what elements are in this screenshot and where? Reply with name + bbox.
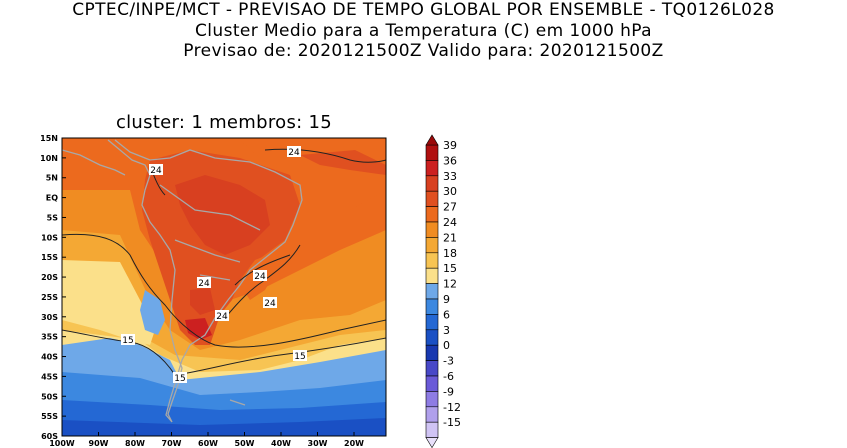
latitude-tick-label: 30S xyxy=(41,313,58,322)
colorbar-label: 3 xyxy=(443,324,450,337)
colorbar-swatch xyxy=(425,221,439,238)
latitude-tick-label: 35S xyxy=(41,333,58,342)
longitude-tick-label: 30W xyxy=(308,439,328,448)
colorbar-label: -6 xyxy=(443,370,454,383)
contour-label: 15 xyxy=(294,352,305,362)
colorbar-label: -3 xyxy=(443,355,454,368)
latitude-tick-label: EQ xyxy=(46,194,58,203)
latitude-tick-label: 15N xyxy=(40,134,58,143)
colorbar-swatch xyxy=(425,391,439,408)
temperature-field xyxy=(62,138,386,436)
contour-labels: 24 24 24 24 24 24 15 15 15 xyxy=(121,146,307,384)
colorbar-swatch xyxy=(425,344,439,361)
longitude-tick-label: 60W xyxy=(198,439,218,448)
latitude-tick-label: 45S xyxy=(41,372,58,381)
longitude-tick-label: 20W xyxy=(344,439,364,448)
colorbar-label: -9 xyxy=(443,385,454,398)
colorbar-label: 0 xyxy=(443,339,450,352)
colorbar-label: 27 xyxy=(443,201,457,214)
colorbar-swatch xyxy=(425,160,439,177)
longitude-tick-label: 80W xyxy=(125,439,145,448)
colorbar-label: -15 xyxy=(443,416,461,429)
map-frame xyxy=(61,137,387,437)
latitude-tick-label: 25S xyxy=(41,293,58,302)
colorbar-swatch xyxy=(425,314,439,331)
contour-label: 15 xyxy=(174,374,185,384)
colorbar-label: 6 xyxy=(443,308,450,321)
longitude-tick-label: 70W xyxy=(162,439,182,448)
latitude-tick-label: 5S xyxy=(47,213,59,222)
latitude-tick-label: 20S xyxy=(41,273,58,282)
colorbar-label: 18 xyxy=(443,247,457,260)
contour-label: 24 xyxy=(150,166,162,176)
colorbar-swatch xyxy=(425,421,439,438)
colorbar-label: 33 xyxy=(443,170,457,183)
colorbar-swatch xyxy=(425,144,439,161)
colorbar-label: 9 xyxy=(443,293,450,306)
contour-label: 24 xyxy=(288,148,300,158)
latitude-tick-label: 10S xyxy=(41,233,58,242)
title-line-2: Cluster Medio para a Temperatura (C) em … xyxy=(195,21,652,41)
colorbar-label: 39 xyxy=(443,139,457,152)
colorbar-label: 36 xyxy=(443,154,457,167)
latitude-tick-label: 15S xyxy=(41,253,58,262)
latitude-tick-label: 50S xyxy=(41,392,58,401)
latitude-tick-label: 40S xyxy=(41,353,58,362)
latitude-tick-label: 60S xyxy=(41,432,58,441)
colorbar-swatch xyxy=(425,375,439,392)
contour-label: 15 xyxy=(122,336,133,346)
latitude-tick-label: 55S xyxy=(41,412,58,421)
latitude-tick-label: 5N xyxy=(46,174,58,183)
colorbar-swatch xyxy=(425,252,439,269)
colorbar-label: 12 xyxy=(443,278,457,291)
contour-label: 24 xyxy=(198,279,210,289)
longitude-tick-label: 40W xyxy=(271,439,291,448)
colorbar-swatch xyxy=(425,283,439,300)
latitude-axis: 15N 10N 5N EQ 5S 10S 15S 20S 25S 30S 35S 40S 45S 50S 5… xyxy=(40,134,66,441)
colorbar-swatch xyxy=(425,406,439,423)
colorbar-label: 21 xyxy=(443,231,457,244)
longitude-tick-label: 90W xyxy=(89,439,109,448)
colorbar-swatch xyxy=(425,360,439,377)
map-subtitle: cluster: 1 membros: 15 xyxy=(115,112,333,133)
colorbar-label: -12 xyxy=(443,401,461,414)
colorbar-swatch xyxy=(425,237,439,254)
colorbar-swatch xyxy=(425,298,439,315)
title-line-3: Previsao de: 2020121500Z Valido para: 20… xyxy=(183,41,664,61)
contour-label: 24 xyxy=(216,312,228,322)
colorbar-swatch xyxy=(425,267,439,284)
colorbar-swatch xyxy=(425,175,439,192)
colorbar-min-arrow xyxy=(425,437,439,448)
longitude-axis: 100W 90W 80W 70W 60W 50W 40W 30W 20W xyxy=(49,432,364,448)
latitude-tick-label: 10N xyxy=(40,154,58,163)
contour-label: 24 xyxy=(264,299,276,309)
title-line-1: CPTEC/INPE/MCT - PREVISAO DE TEMPO GLOBA… xyxy=(72,0,775,20)
colorbar-label: 15 xyxy=(443,262,457,275)
longitude-tick-label: 100W xyxy=(49,439,75,448)
colorbar-label: 24 xyxy=(443,216,457,229)
colorbar-max-arrow xyxy=(425,134,439,146)
colorbar-label: 30 xyxy=(443,185,457,198)
contour-label: 24 xyxy=(254,272,266,282)
colorbar-swatch xyxy=(425,190,439,207)
colorbar-swatch xyxy=(425,206,439,223)
longitude-tick-label: 50W xyxy=(235,439,255,448)
colorbar-swatch xyxy=(425,329,439,346)
